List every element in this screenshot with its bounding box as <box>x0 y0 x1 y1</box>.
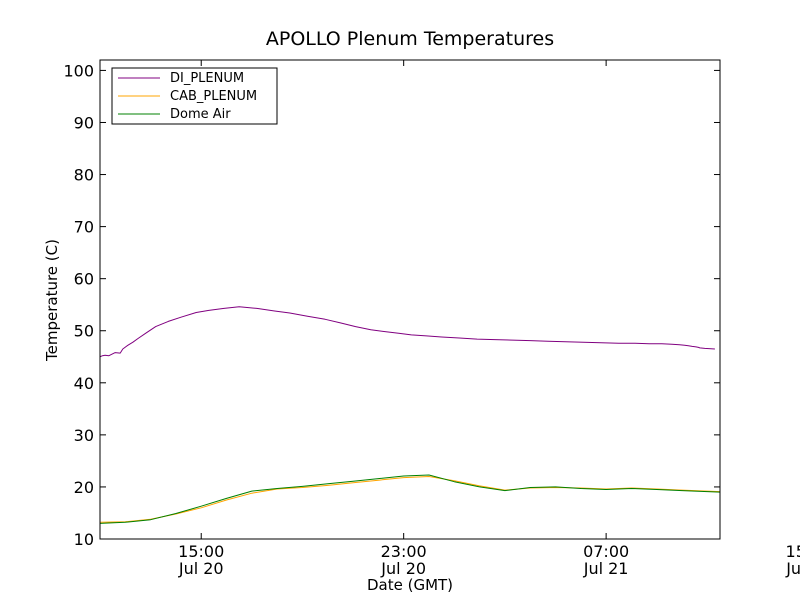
x-tick-time: 23:00 <box>381 542 427 561</box>
legend-label: CAB_PLENUM <box>170 89 257 104</box>
y-axis: 10 20 30 40 50 60 70 80 90 100 <box>63 61 720 549</box>
legend-label: Dome Air <box>170 107 231 122</box>
x-tick-time: 15:00 <box>178 542 224 561</box>
y-tick-label: 60 <box>74 270 94 289</box>
y-tick-label: 40 <box>74 374 94 393</box>
x-tick-date: Jul 20 <box>178 559 224 578</box>
chart-title: APOLLO Plenum Temperatures <box>266 28 554 50</box>
y-tick-label: 90 <box>74 113 94 132</box>
x-tick-date: Jul 21 <box>583 559 629 578</box>
y-axis-label: Temperature (C) <box>43 239 61 362</box>
legend: DI_PLENUM CAB_PLENUM Dome Air <box>111 67 278 125</box>
x-tick-date: Jul 21 <box>785 559 800 578</box>
y-tick-label: 70 <box>74 218 94 237</box>
y-tick-label: 30 <box>74 426 94 445</box>
series-line-di-plenum <box>100 306 715 358</box>
series-line-dome-air <box>100 474 720 524</box>
legend-label: DI_PLENUM <box>170 71 244 86</box>
x-tick-time: 15:00 <box>786 542 800 561</box>
y-tick-label: 20 <box>74 478 94 497</box>
y-tick-label: 100 <box>63 61 94 80</box>
y-tick-label: 10 <box>74 530 94 549</box>
plot-frame <box>99 59 721 540</box>
x-tick-time: 07:00 <box>583 542 629 561</box>
y-tick-label: 50 <box>74 322 94 341</box>
x-tick-date: Jul 20 <box>380 559 426 578</box>
y-tick-label: 80 <box>74 166 94 185</box>
x-axis-label: Date (GMT) <box>367 576 453 594</box>
